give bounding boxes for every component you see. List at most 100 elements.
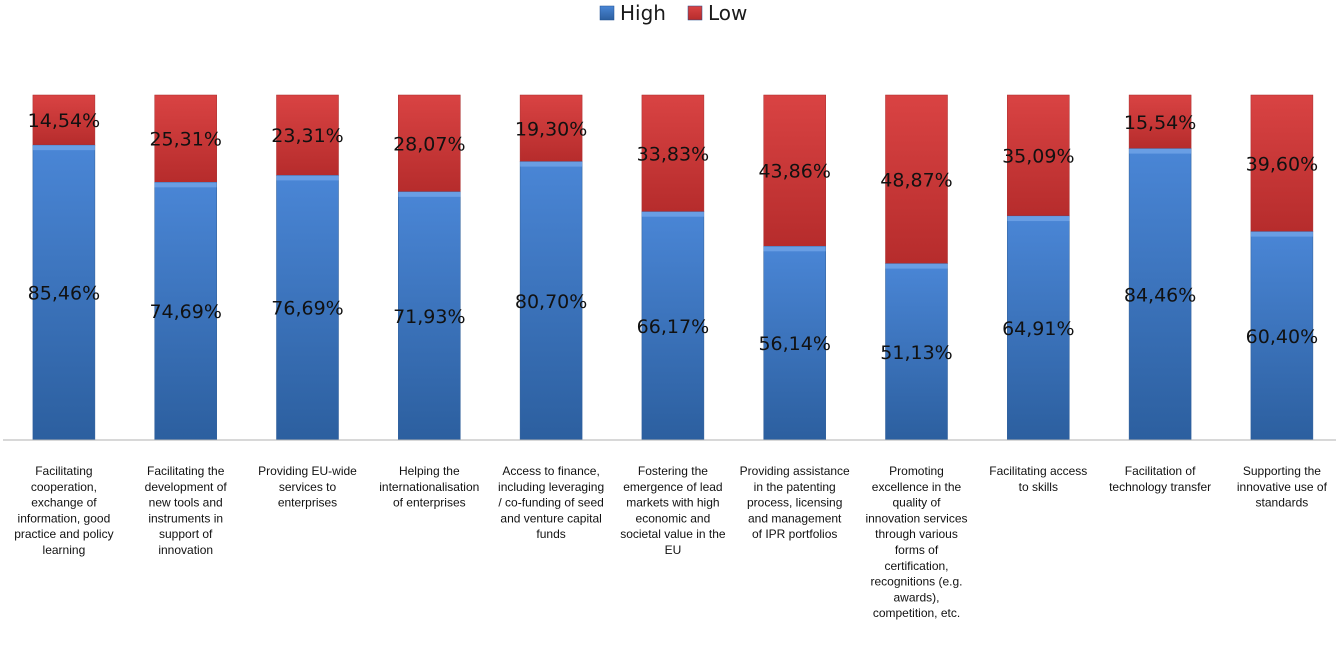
category-label-line: practice and policy xyxy=(14,527,113,541)
value-label-high-6: 66,17% xyxy=(637,316,709,338)
bar-low-3 xyxy=(276,94,339,176)
bar-high-highlight-7 xyxy=(763,246,826,252)
bar-high-highlight-5 xyxy=(520,161,583,167)
bar-high-1 xyxy=(32,144,96,441)
category-label-line: and management xyxy=(748,511,842,525)
value-label-high-5: 80,70% xyxy=(515,291,587,313)
category-label-11: Supporting the innovative use of standards xyxy=(1237,464,1328,510)
category-label-line: Facilitating access xyxy=(989,464,1087,478)
bar-high-highlight-11 xyxy=(1250,231,1313,237)
category-label-line: instruments in xyxy=(148,511,223,525)
category-label-line: quality of xyxy=(892,496,941,510)
category-label-line: Helping the xyxy=(399,464,460,478)
category-label-line: of IPR portfolios xyxy=(752,527,837,541)
value-label-high-7: 56,14% xyxy=(758,333,830,355)
category-label-line: internationalisation xyxy=(379,480,479,494)
bar-low-8 xyxy=(885,94,948,264)
bar-high-3 xyxy=(276,175,339,441)
legend-label-low: Low xyxy=(708,1,747,25)
value-label-high-8: 51,13% xyxy=(880,342,952,364)
category-label-line: EU xyxy=(665,543,682,557)
value-label-low-3: 23,31% xyxy=(271,125,343,147)
category-label-line: development of xyxy=(145,480,228,494)
category-label-line: information, good xyxy=(18,511,111,525)
category-label-7: Providing assistance in the patenting proc… xyxy=(740,464,850,541)
category-label-line: to skills xyxy=(1019,480,1058,494)
category-label-line: awards), xyxy=(893,590,939,604)
value-label-high-2: 74,69% xyxy=(149,301,221,323)
bar-low-10 xyxy=(1128,94,1192,149)
category-label-6: Fostering the emergence of lead markets wi… xyxy=(620,464,726,557)
category-label-line: Facilitating the xyxy=(147,464,225,478)
bar-high-7 xyxy=(763,246,826,441)
bar-high-highlight-4 xyxy=(398,191,461,197)
value-label-high-1: 85,46% xyxy=(28,283,100,305)
bar-high-5 xyxy=(519,161,583,441)
category-label-line: forms of xyxy=(895,543,939,557)
bar-high-highlight-8 xyxy=(885,263,948,269)
value-label-low-10: 15,54% xyxy=(1124,112,1196,134)
category-label-line: in the patenting xyxy=(754,480,836,494)
value-label-low-8: 48,87% xyxy=(880,169,952,191)
value-label-low-4: 28,07% xyxy=(393,133,465,155)
bars xyxy=(32,94,1314,441)
category-label-line: certification, xyxy=(884,559,948,573)
category-label-line: Fostering the xyxy=(638,464,708,478)
value-label-high-10: 84,46% xyxy=(1124,284,1196,306)
category-label-line: innovative use of xyxy=(1237,480,1328,494)
value-label-high-11: 60,40% xyxy=(1246,326,1318,348)
category-label-line: of enterprises xyxy=(393,496,466,510)
value-label-low-1: 14,54% xyxy=(28,110,100,132)
category-label-2: Facilitating the development of new tools … xyxy=(145,464,228,557)
category-label-line: Supporting the xyxy=(1243,464,1321,478)
category-label-line: / co-funding of seed xyxy=(498,496,603,510)
value-label-high-3: 76,69% xyxy=(271,298,343,320)
category-label-line: innovation services xyxy=(865,511,967,525)
category-label-line: process, licensing xyxy=(747,496,842,510)
category-label-line: emergence of lead xyxy=(623,480,722,494)
category-label-line: learning xyxy=(43,543,86,557)
legend-label-high: High xyxy=(620,1,666,25)
bar-high-10 xyxy=(1128,148,1192,441)
bar-high-highlight-1 xyxy=(32,145,95,151)
data-labels: 14,54% 85,46% 25,31% 74,69% 23,31% 76,69% 28,0… xyxy=(28,110,1318,364)
bar-high-6 xyxy=(641,211,705,441)
bar-high-4 xyxy=(398,191,461,441)
value-label-low-5: 19,30% xyxy=(515,118,587,140)
category-label-3: Providing EU-wide services to enterprises xyxy=(258,464,357,510)
bar-low-5 xyxy=(519,94,583,162)
value-label-low-11: 39,60% xyxy=(1246,153,1318,175)
category-label-10: Facilitation of technology transfer xyxy=(1109,464,1211,494)
category-label-line: funds xyxy=(536,527,565,541)
value-label-high-9: 64,91% xyxy=(1002,318,1074,340)
legend-swatch-high xyxy=(599,5,615,21)
value-label-low-7: 43,86% xyxy=(758,161,830,183)
category-label-line: Providing assistance xyxy=(740,464,850,478)
category-label-line: innovation xyxy=(158,543,213,557)
bar-high-11 xyxy=(1250,231,1314,441)
category-label-line: Providing EU-wide xyxy=(258,464,357,478)
bar-low-4 xyxy=(398,94,461,193)
category-label-line: enterprises xyxy=(278,496,337,510)
category-label-line: cooperation, xyxy=(31,480,97,494)
bar-low-6 xyxy=(641,94,705,212)
bar-low-11 xyxy=(1250,94,1314,232)
category-label-1: Facilitating cooperation, exchange of infor… xyxy=(14,464,113,557)
category-label-line: standards xyxy=(1256,496,1309,510)
bar-high-highlight-6 xyxy=(641,211,704,217)
value-label-high-4: 71,93% xyxy=(393,306,465,328)
bar-low-9 xyxy=(1007,94,1070,217)
bar-low-7 xyxy=(763,94,826,247)
bar-low-1 xyxy=(32,94,96,146)
value-label-low-6: 33,83% xyxy=(637,143,709,165)
legend: High Low xyxy=(599,1,747,25)
category-label-line: excellence in the xyxy=(872,480,962,494)
bar-high-highlight-2 xyxy=(154,182,217,188)
category-label-line: and venture capital xyxy=(500,511,601,525)
bar-high-2 xyxy=(154,182,217,441)
bar-high-highlight-10 xyxy=(1129,148,1192,154)
bar-high-highlight-3 xyxy=(276,175,339,181)
bar-high-highlight-9 xyxy=(1007,216,1070,222)
legend-swatch-low xyxy=(687,5,703,21)
